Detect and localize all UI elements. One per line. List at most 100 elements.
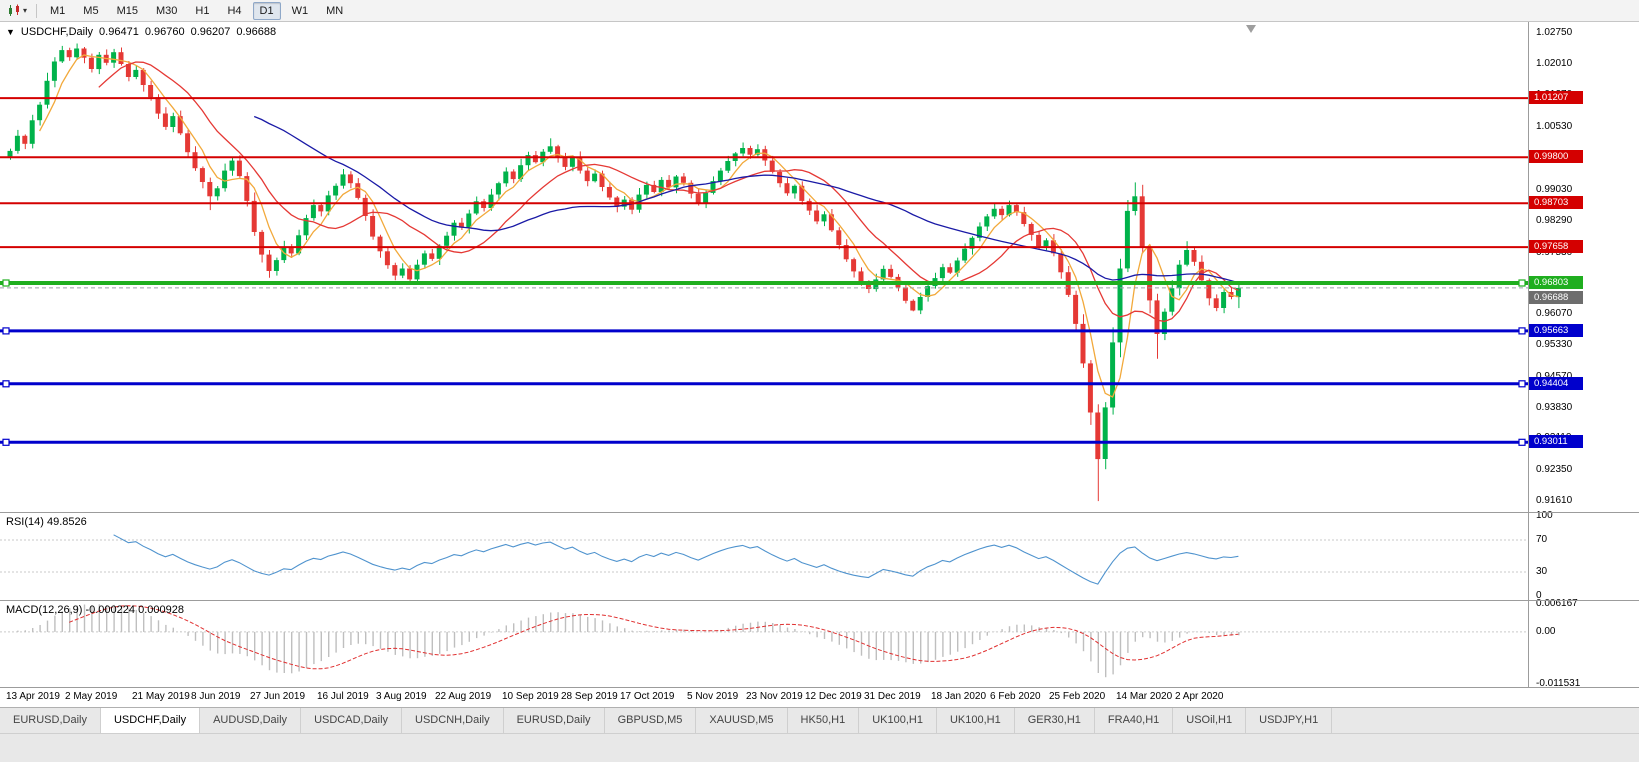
- rsi-indicator-panel[interactable]: [0, 513, 1528, 600]
- chart-tab-fra40-h1[interactable]: FRA40,H1: [1094, 708, 1174, 733]
- macd-indicator-panel[interactable]: [0, 601, 1528, 687]
- timeframe-button-m15[interactable]: M15: [116, 4, 138, 17]
- price-badge-0.93011[interactable]: 0.93011: [1529, 435, 1583, 448]
- panel-separator[interactable]: [0, 600, 1639, 601]
- timeframe-button-w1[interactable]: W1: [291, 4, 309, 17]
- price-badge-0.95663[interactable]: 0.95663: [1529, 324, 1583, 337]
- time-scale: 13 Apr 2019 2 May 2019 21 May 2019 8 Jun 20…: [0, 687, 1639, 707]
- candlestick-chart-icon: [9, 4, 19, 16]
- time-scale-label: 12 Dec 2019: [805, 691, 862, 702]
- chart-tab-gbpusd-m5[interactable]: GBPUSD,M5: [604, 708, 697, 733]
- time-scale-label: 17 Oct 2019: [620, 691, 675, 702]
- line-handle[interactable]: [1518, 438, 1526, 446]
- chart-tab-uk100-h1[interactable]: UK100,H1: [936, 708, 1015, 733]
- time-scale-label: 31 Dec 2019: [864, 691, 921, 702]
- candle-wicks: [10, 43, 1240, 502]
- price-badge-0.98703[interactable]: 0.98703: [1529, 196, 1583, 209]
- chart-tab-ger30-h1[interactable]: GER30,H1: [1014, 708, 1095, 733]
- chevron-down-icon: ▾: [23, 6, 28, 15]
- time-scale-label: 25 Feb 2020: [1049, 691, 1106, 702]
- price-scale-label: 1.02010: [1536, 58, 1573, 69]
- price-badge-1.01207[interactable]: 1.01207: [1529, 91, 1583, 104]
- macd-scale-label: -0.011531: [1536, 678, 1581, 689]
- price-scale-label: 0.98290: [1536, 215, 1573, 226]
- chart-tab-usdchf-daily[interactable]: USDCHF,Daily: [100, 708, 201, 733]
- time-scale-label: 28 Sep 2019: [561, 691, 618, 702]
- price-badge-0.96803[interactable]: 0.96803: [1529, 276, 1583, 289]
- time-scale-label: 22 Aug 2019: [435, 691, 492, 702]
- time-scale-label: 27 Jun 2019: [250, 691, 306, 702]
- price-scale: 1.027501.020101.012701.005300.997900.990…: [1528, 22, 1639, 689]
- price-scale-label: 1.00530: [1536, 121, 1573, 132]
- macd-signal-line: [69, 605, 1239, 670]
- timeframe-button-h1[interactable]: H1: [195, 4, 210, 17]
- candle-bodies: [7, 48, 1241, 460]
- rsi-scale-label: 30: [1536, 566, 1548, 577]
- chart-type-button[interactable]: ▾: [5, 2, 30, 19]
- ma-13-line: [98, 61, 1239, 323]
- chart-tab-uk100-h1[interactable]: UK100,H1: [859, 708, 937, 733]
- line-handle[interactable]: [2, 327, 10, 335]
- time-scale-label: 14 Mar 2020: [1116, 691, 1173, 702]
- chart-tab-eurusd-daily[interactable]: EURUSD,Daily: [503, 708, 605, 733]
- time-scale-label: 13 Apr 2019: [6, 691, 60, 702]
- time-scale-label: 10 Sep 2019: [502, 691, 559, 702]
- price-scale-label: 0.92350: [1536, 464, 1573, 475]
- line-handle[interactable]: [2, 438, 10, 446]
- price-scale-label: 1.02750: [1536, 27, 1573, 38]
- chart-tab-usdcnh-daily[interactable]: USDCNH,Daily: [402, 708, 504, 733]
- line-handle[interactable]: [2, 380, 10, 388]
- time-scale-label: 18 Jan 2020: [931, 691, 987, 702]
- timeframe-button-mn[interactable]: MN: [326, 4, 344, 17]
- panel-separator[interactable]: [0, 512, 1639, 513]
- macd-histogram: [17, 604, 1240, 678]
- chart-toolbar: ▾ M1 M5 M15 M30 H1 H4 D1 W1 MN: [0, 0, 1639, 22]
- timeframe-button-h4[interactable]: H4: [227, 4, 242, 17]
- price-scale-label: 0.95330: [1536, 339, 1573, 350]
- price-chart-canvas[interactable]: [0, 22, 1528, 512]
- time-scale-label: 8 Jun 2019: [191, 691, 241, 702]
- ma-34-line: [253, 115, 1239, 284]
- toolbar-separator: [36, 3, 38, 18]
- chart-tab-audusd-daily[interactable]: AUDUSD,Daily: [200, 708, 302, 733]
- time-scale-label: 2 May 2019: [65, 691, 118, 702]
- rsi-scale-label: 70: [1536, 534, 1548, 545]
- rsi-scale-label: 100: [1536, 510, 1553, 521]
- time-scale-label: 5 Nov 2019: [687, 691, 739, 702]
- chart-tab-xauusd-m5[interactable]: XAUUSD,M5: [696, 708, 788, 733]
- line-handle[interactable]: [2, 279, 10, 287]
- time-scale-label: 2 Apr 2020: [1175, 691, 1224, 702]
- price-scale-label: 0.96070: [1536, 308, 1573, 319]
- price-scale-label: 0.91610: [1536, 495, 1573, 506]
- timeframe-button-m5[interactable]: M5: [83, 4, 99, 17]
- price-badge-0.99800[interactable]: 0.99800: [1529, 150, 1583, 163]
- chart-tab-usdjpy-h1[interactable]: USDJPY,H1: [1246, 708, 1333, 733]
- chart-tab-usoil-h1[interactable]: USOil,H1: [1173, 708, 1247, 733]
- bid-price-badge[interactable]: 0.96688: [1529, 291, 1583, 304]
- timeframe-button-m1[interactable]: M1: [50, 4, 66, 17]
- price-scale-label: 0.93830: [1536, 402, 1573, 413]
- price-scale-label: 0.94570: [1536, 371, 1572, 382]
- line-handle[interactable]: [1518, 380, 1526, 388]
- price-badge-0.94404[interactable]: 0.94404: [1529, 377, 1583, 390]
- time-scale-label: 3 Aug 2019: [376, 691, 427, 702]
- ma-5-line: [39, 54, 1239, 398]
- time-scale-label: 6 Feb 2020: [990, 691, 1041, 702]
- chart-tab-hk50-h1[interactable]: HK50,H1: [787, 708, 860, 733]
- chart-shift-marker[interactable]: [1246, 25, 1256, 33]
- rsi-line: [113, 534, 1239, 585]
- timeframe-buttons: M1 M5 M15 M30 H1 H4 D1 W1 MN: [43, 1, 350, 20]
- time-scale-label: 23 Nov 2019: [746, 691, 803, 702]
- chart-area: ▼ USDCHF,Daily 0.96471 0.96760 0.96207 0…: [0, 22, 1639, 707]
- line-handle[interactable]: [1518, 279, 1526, 287]
- time-scale-label: 21 May 2019: [132, 691, 190, 702]
- chart-tab-eurusd-daily[interactable]: EURUSD,Daily: [0, 708, 101, 733]
- macd-scale-label: 0.00: [1536, 626, 1556, 637]
- line-handle[interactable]: [1518, 327, 1526, 335]
- status-bar: [0, 733, 1639, 762]
- chart-tab-usdcad-daily[interactable]: USDCAD,Daily: [301, 708, 403, 733]
- price-badge-0.97658[interactable]: 0.97658: [1529, 240, 1583, 253]
- timeframe-button-d1[interactable]: D1: [252, 1, 281, 20]
- timeframe-button-m30[interactable]: M30: [155, 4, 178, 17]
